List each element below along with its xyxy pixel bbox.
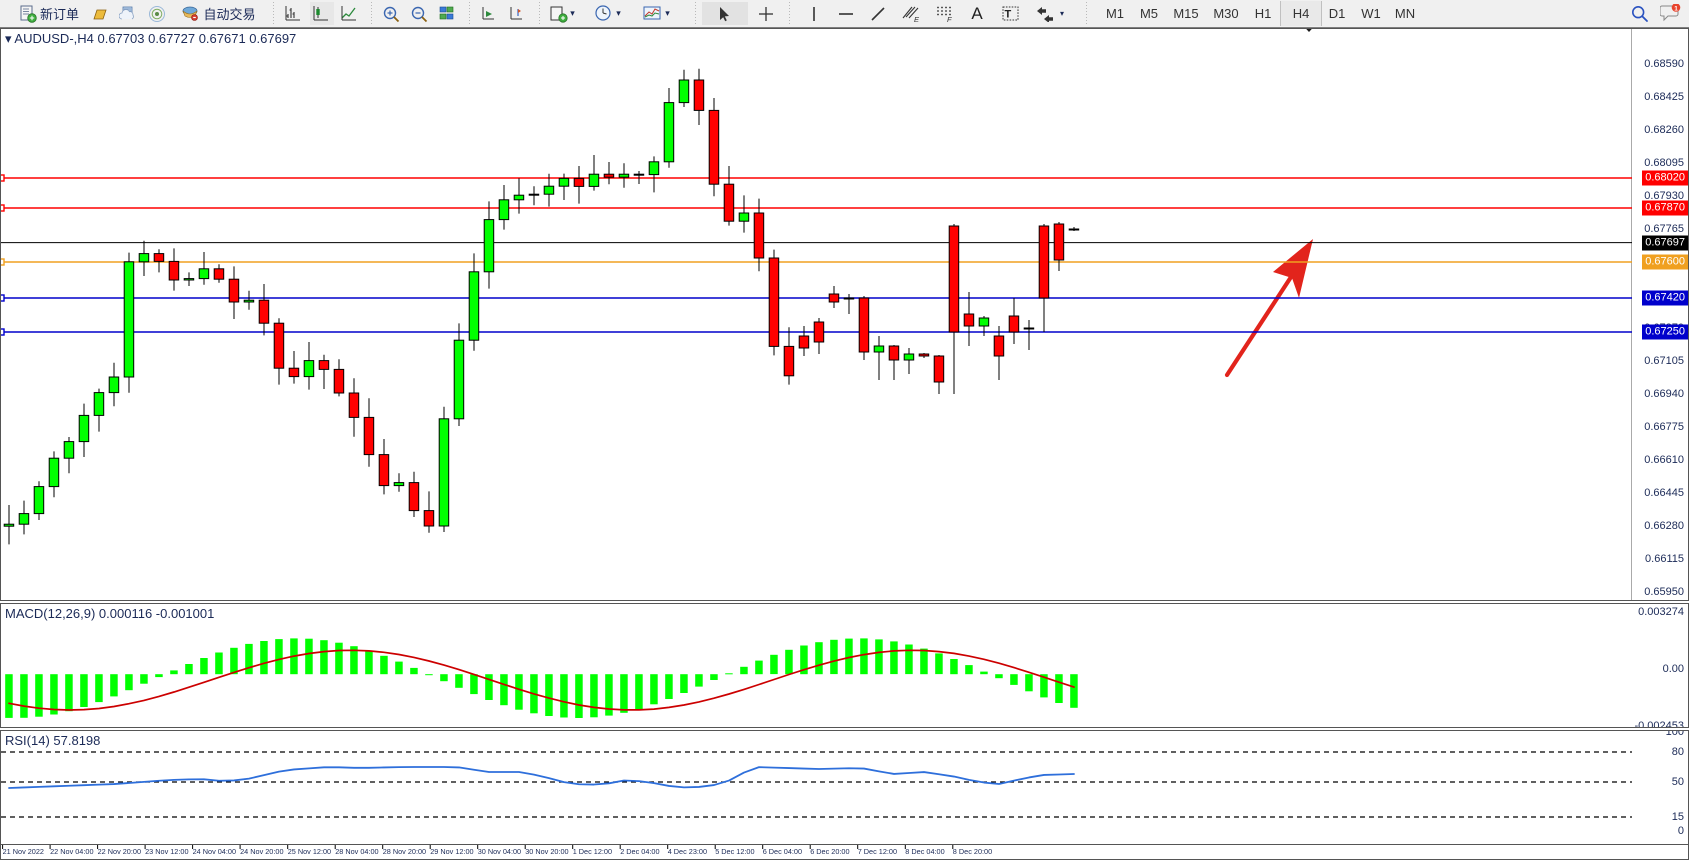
svg-text:T: T <box>1005 8 1012 20</box>
svg-text:1: 1 <box>1674 5 1678 12</box>
svg-text:E: E <box>914 15 920 22</box>
svg-text:F: F <box>947 15 952 22</box>
